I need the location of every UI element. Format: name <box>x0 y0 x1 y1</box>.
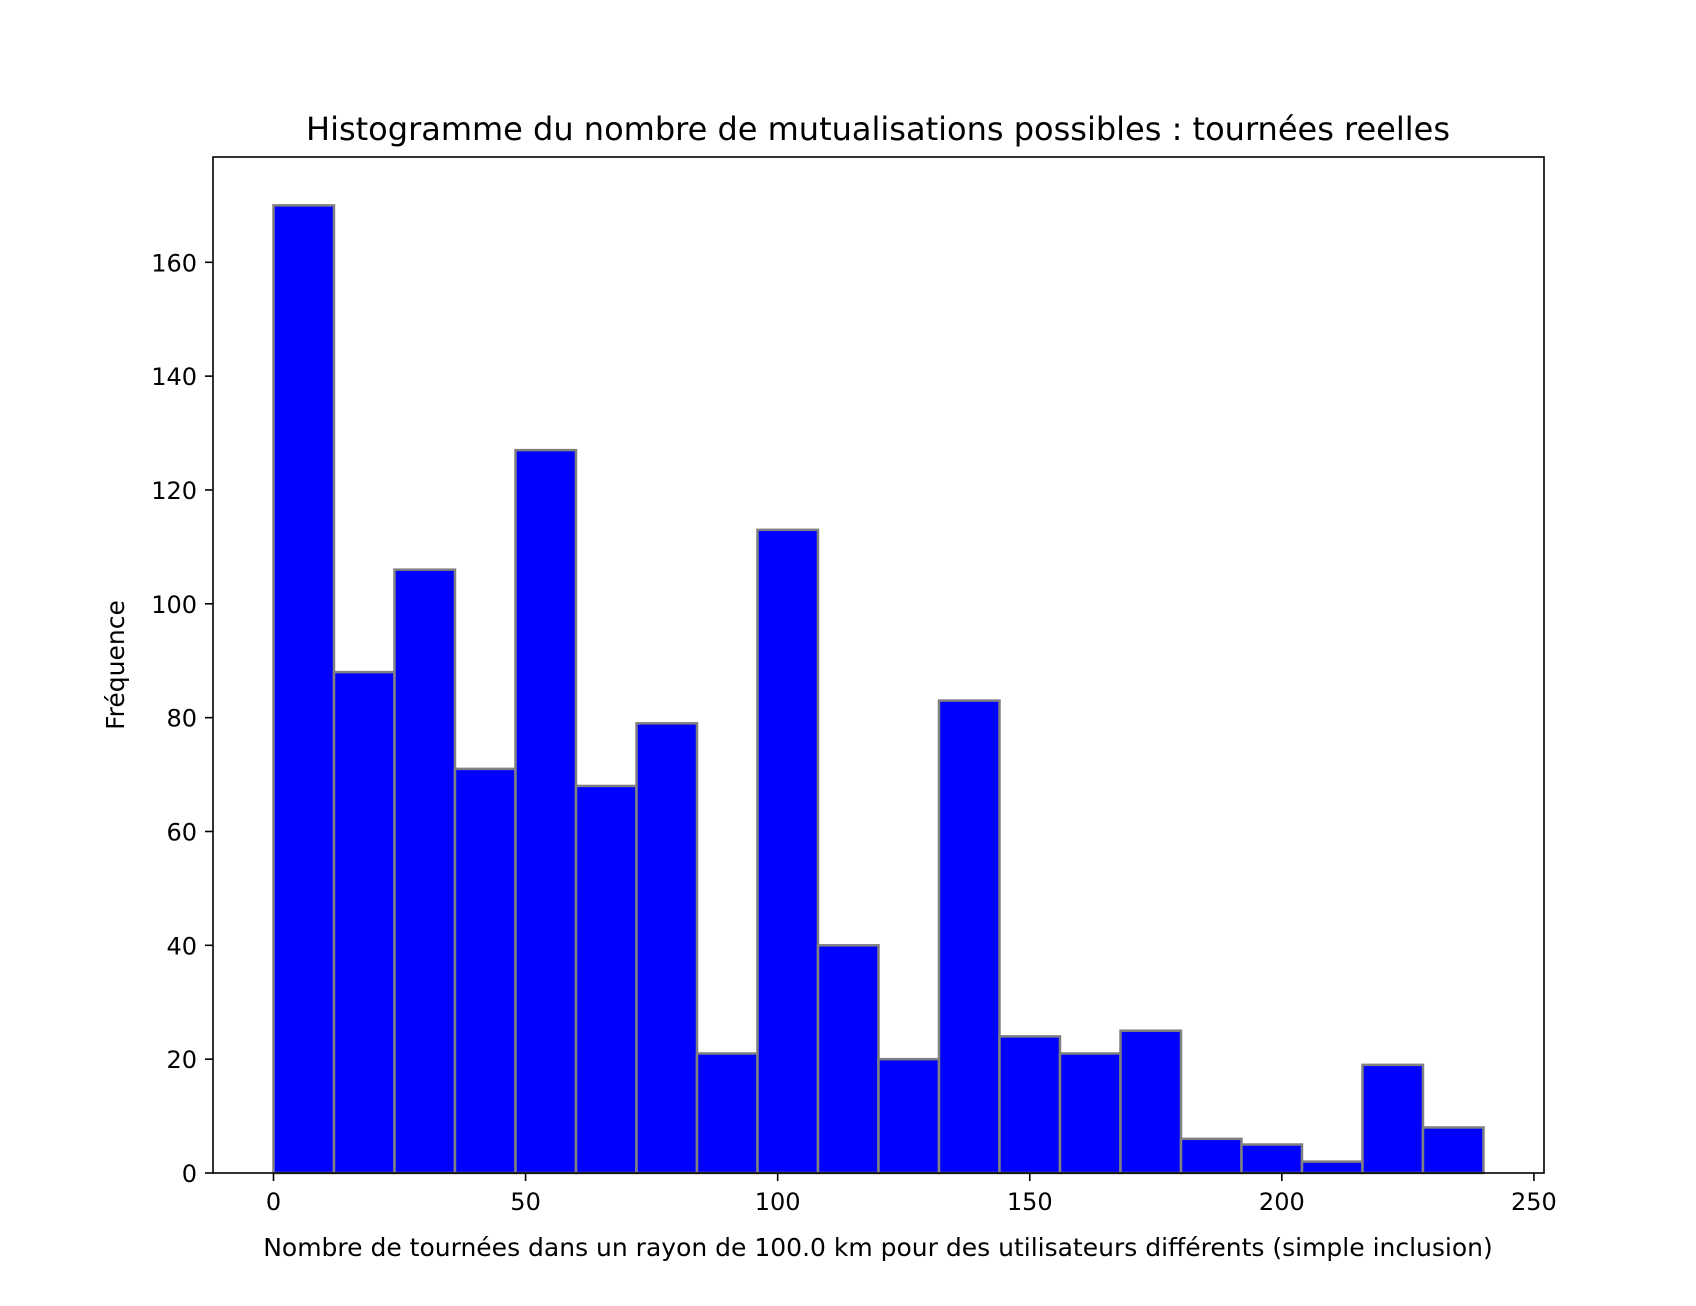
chart-title: Histogramme du nombre de mutualisations … <box>306 110 1450 148</box>
y-tick-label: 120 <box>151 477 197 505</box>
histogram-bar <box>1361 1063 1425 1175</box>
y-tick-label: 60 <box>166 818 197 846</box>
histogram-bar <box>1300 1160 1364 1175</box>
histogram-bar <box>272 204 336 1175</box>
x-tick-label: 0 <box>266 1188 281 1216</box>
histogram-bar <box>635 722 699 1175</box>
y-tick-label: 40 <box>166 932 197 960</box>
histogram-bar <box>1240 1143 1304 1175</box>
histogram-bar <box>453 767 517 1175</box>
bars-layer <box>272 204 1485 1175</box>
y-tick-label: 100 <box>151 591 197 619</box>
x-axis-label: Nombre de tournées dans un rayon de 100.… <box>263 1233 1493 1262</box>
x-tick-label: 250 <box>1511 1188 1557 1216</box>
histogram-bar <box>514 448 578 1175</box>
y-tick-label: 20 <box>166 1046 197 1074</box>
histogram-bar <box>998 1035 1062 1175</box>
histogram-bar <box>1058 1052 1122 1175</box>
histogram-bar <box>393 568 457 1175</box>
x-tick-label: 50 <box>510 1188 541 1216</box>
histogram-bar <box>816 944 880 1175</box>
histogram-bar <box>1179 1137 1243 1175</box>
histogram-bar <box>695 1052 759 1175</box>
y-tick-label: 80 <box>166 705 197 733</box>
y-tick-label: 0 <box>182 1160 197 1188</box>
histogram-bar <box>574 784 638 1175</box>
x-tick-label: 200 <box>1259 1188 1305 1216</box>
histogram-bar <box>1119 1029 1183 1175</box>
y-axis-ticks: 0 20 40 60 80 100 120 140 160 <box>151 249 213 1188</box>
x-tick-label: 150 <box>1007 1188 1053 1216</box>
y-tick-label: 140 <box>151 363 197 391</box>
plot-frame <box>212 156 1545 1174</box>
histogram-bar <box>1421 1126 1485 1175</box>
y-axis-label: Fréquence <box>101 600 130 730</box>
x-tick-label: 100 <box>755 1188 801 1216</box>
histogram-bar <box>756 528 820 1175</box>
histogram-bar <box>877 1057 941 1175</box>
y-tick-label: 160 <box>151 249 197 277</box>
histogram-bar <box>937 699 1001 1175</box>
x-axis-ticks: 0 50 100 150 200 250 <box>266 1173 1557 1216</box>
histogram-bar <box>332 670 396 1175</box>
